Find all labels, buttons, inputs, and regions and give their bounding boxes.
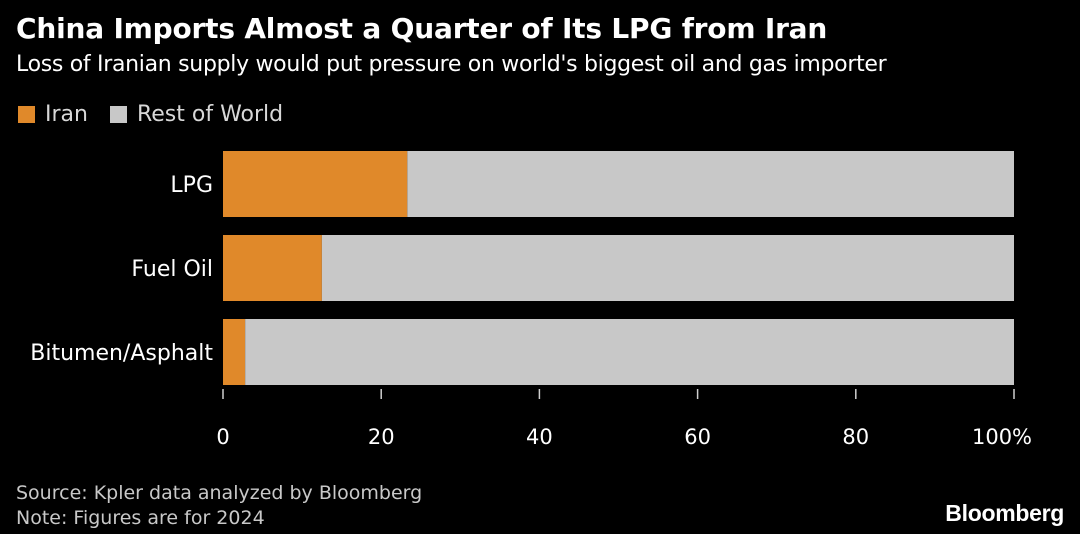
- chart-title: China Imports Almost a Quarter of Its LP…: [16, 12, 828, 45]
- x-tick-label-60: 60: [684, 425, 711, 449]
- bar-rest-of-world-lpg: [407, 151, 1015, 217]
- category-label-fuel-oil: Fuel Oil: [131, 257, 213, 282]
- source-note: Source: Kpler data analyzed by Bloomberg: [16, 482, 423, 504]
- x-tick-label-20: 20: [368, 425, 395, 449]
- legend-label-rest-of-world: Rest of World: [136, 102, 284, 127]
- category-label-lpg: LPG: [170, 173, 213, 198]
- legend: Iran Rest of World: [18, 102, 305, 127]
- x-tick-label-80: 80: [842, 425, 869, 449]
- legend-swatch-rest-of-world: [109, 106, 127, 123]
- legend-item-rest-of-world: Rest of World: [109, 102, 284, 127]
- bar-iran-bitumen-asphalt: [223, 319, 246, 385]
- legend-item-iran: Iran: [18, 102, 88, 127]
- bar-iran-fuel-oil: [223, 235, 322, 301]
- bar-rest-of-world-bitumen-asphalt: [245, 319, 1014, 385]
- legend-label-iran: Iran: [45, 102, 88, 127]
- x-tick-label-40: 40: [526, 425, 553, 449]
- bar-iran-lpg: [223, 151, 408, 217]
- figures-note: Note: Figures are for 2024: [16, 507, 265, 529]
- bar-rest-of-world-fuel-oil: [321, 235, 1014, 301]
- x-tick-label-0: 0: [216, 425, 229, 449]
- legend-swatch-iran: [18, 106, 35, 123]
- category-label-bitumen-asphalt: Bitumen/Asphalt: [30, 341, 213, 366]
- bloomberg-logo: Bloomberg: [945, 500, 1064, 526]
- x-tick-label-100: 100%: [972, 425, 1032, 449]
- chart-subtitle: Loss of Iranian supply would put pressur…: [16, 52, 887, 77]
